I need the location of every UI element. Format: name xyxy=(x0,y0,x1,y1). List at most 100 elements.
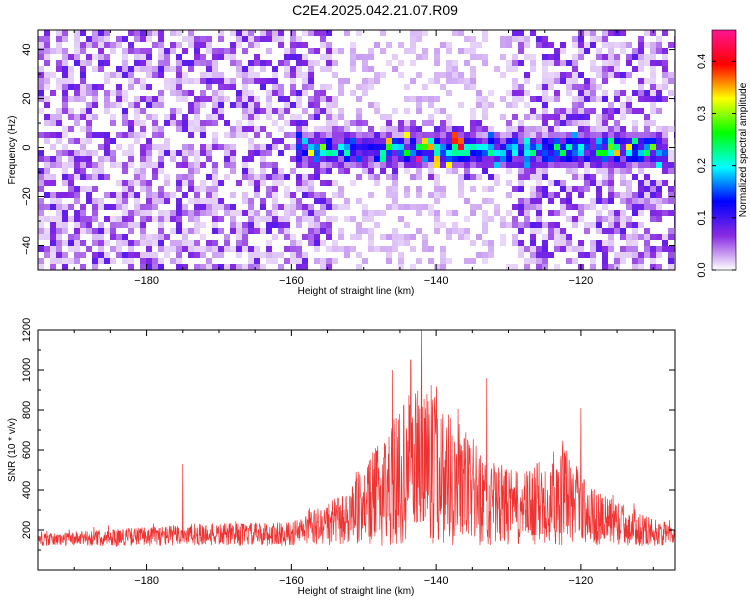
heatmap-cell-2251 xyxy=(608,126,614,132)
heatmap-cell-1956 xyxy=(542,108,548,114)
heatmap-cell-1403 xyxy=(380,114,386,120)
heatmap-cell-1614 xyxy=(446,66,452,72)
heatmap-cell-840 xyxy=(236,90,242,96)
heatmap-cell-1397 xyxy=(374,210,380,216)
heatmap-cell-2394 xyxy=(638,162,644,168)
heatmap-cell-886 xyxy=(248,66,254,72)
heatmap-cell-1340 xyxy=(356,234,362,240)
heatmap-cell-191 xyxy=(80,48,86,54)
heatmap-cell-1188 xyxy=(314,240,320,246)
heatmap-cell-1514 xyxy=(416,54,422,60)
heatmap-cell-2242 xyxy=(608,42,614,48)
heatmap-cell-936 xyxy=(254,252,260,258)
heatmap-cell-162 xyxy=(74,42,80,48)
heatmap-cell-2230 xyxy=(602,174,608,180)
heatmap-cell-1401 xyxy=(380,48,386,54)
heatmap-cell-632 xyxy=(182,210,188,216)
heatmap-cell-233 xyxy=(86,162,92,168)
heatmap-cell-1318 xyxy=(350,180,356,186)
heatmap-cell-2460 xyxy=(650,216,656,222)
heatmap-cell-611 xyxy=(176,252,182,258)
heatmap-cell-1765 xyxy=(488,252,494,258)
heatmap-cell-288 xyxy=(98,246,104,252)
heatmap-cell-1741 xyxy=(482,186,488,192)
heatmap-cell-1675 xyxy=(464,156,470,162)
heatmap-cell-1509 xyxy=(410,234,416,240)
heatmap-cell-263 xyxy=(92,234,98,240)
heatmap-cell-1494 xyxy=(410,42,416,48)
heatmap-cell-1965 xyxy=(542,162,548,168)
heatmap-cell-98 xyxy=(56,216,62,222)
heatmap-cell-65 xyxy=(50,180,56,186)
heatmap-cell-975 xyxy=(266,186,272,192)
heatmap-cell-109 xyxy=(62,54,68,60)
heatmap-cell-1762 xyxy=(488,216,494,222)
heatmap-cell-350 xyxy=(116,222,122,228)
heatmap-cell-2098 xyxy=(572,246,578,252)
heatmap-cell-2426 xyxy=(644,192,650,198)
series-line-snr xyxy=(38,330,675,548)
heatmap-cell-673 xyxy=(194,114,200,120)
heatmap-cell-2405 xyxy=(638,258,644,264)
heatmap-cell-1888 xyxy=(524,246,530,252)
heatmap-cell-2189 xyxy=(596,114,602,120)
heatmap-cell-1595 xyxy=(440,108,446,114)
heatmap-cell-919 xyxy=(254,96,260,102)
heatmap-cell-364 xyxy=(122,114,128,120)
heatmap-cell-362 xyxy=(122,96,128,102)
heatmap-cell-534 xyxy=(158,186,164,192)
heatmap-cell-1845 xyxy=(518,96,524,102)
heatmap-cell-925 xyxy=(254,144,260,150)
heatmap-cell-1368 xyxy=(368,126,374,132)
heatmap-cell-1599 xyxy=(440,138,446,144)
heatmap-cell-1236 xyxy=(326,162,332,168)
heatmap-cell-1025 xyxy=(278,204,284,210)
heatmap-cell-2530 xyxy=(668,246,674,252)
heatmap-cell-1638 xyxy=(452,132,458,138)
heatmap-cell-193 xyxy=(80,66,86,72)
heatmap-cell-643 xyxy=(188,78,194,84)
heatmap-cell-1929 xyxy=(536,162,542,168)
heatmap-cell-101 xyxy=(56,234,62,240)
heatmap-cell-1143 xyxy=(308,84,314,90)
heatmap-cell-1738 xyxy=(482,156,488,162)
heatmap-cell-111 xyxy=(62,66,68,72)
heatmap-cell-341 xyxy=(116,102,122,108)
heatmap-cell-736 xyxy=(206,210,212,216)
heatmap-cell-1990 xyxy=(548,156,554,162)
heatmap-cell-1073 xyxy=(290,210,296,216)
heatmap-cell-2315 xyxy=(620,174,626,180)
heatmap-cell-883 xyxy=(248,36,254,42)
heatmap-cell-472 xyxy=(146,96,152,102)
heatmap-cell-1589 xyxy=(434,222,440,228)
heatmap-cell-377 xyxy=(122,222,128,228)
heatmap-cell-1784 xyxy=(500,138,506,144)
heatmap-cell-2179 xyxy=(590,252,596,258)
heatmap-cell-2047 xyxy=(560,240,566,246)
heatmap-cell-36 xyxy=(44,84,50,90)
heatmap-cell-1209 xyxy=(320,192,326,198)
heatmap-cell-1107 xyxy=(296,258,302,264)
heatmap-cell-1661 xyxy=(458,180,464,186)
heatmap-cell-1769 xyxy=(494,144,500,150)
heatmap-cell-2065 xyxy=(566,192,572,198)
heatmap-cell-830 xyxy=(230,222,236,228)
heatmap-cell-2116 xyxy=(578,144,584,150)
colorbar-tick-label: 0.2 xyxy=(696,158,708,173)
heatmap-cell-1342 xyxy=(356,264,362,270)
heatmap-cell-616 xyxy=(182,60,188,66)
heatmap-cell-145 xyxy=(68,126,74,132)
heatmap-cell-1134 xyxy=(302,252,308,258)
heatmap-cell-60 xyxy=(50,132,56,138)
heatmap-cell-2222 xyxy=(602,126,608,132)
heatmap-cell-681 xyxy=(194,192,200,198)
heatmap-cell-123 xyxy=(62,162,68,168)
spectrogram-ytick-label: 0 xyxy=(21,144,33,150)
heatmap-cell-294 xyxy=(104,54,110,60)
heatmap-cell-114 xyxy=(62,84,68,90)
heatmap-cell-1157 xyxy=(308,204,314,210)
heatmap-cell-802 xyxy=(224,156,230,162)
heatmap-cell-839 xyxy=(236,72,242,78)
heatmap-cell-1136 xyxy=(302,264,308,270)
heatmap-cell-1919 xyxy=(536,42,542,48)
